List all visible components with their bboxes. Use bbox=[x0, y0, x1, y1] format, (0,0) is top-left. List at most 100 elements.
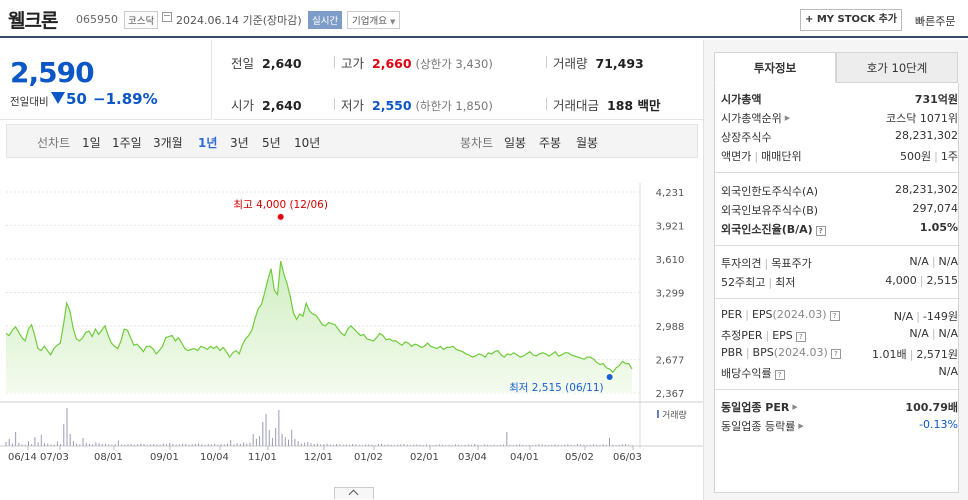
y-tick-label: 2,367 bbox=[656, 389, 685, 400]
chevron-down-icon: ▼ bbox=[390, 18, 396, 26]
row-market-cap: 시가총액 731억원 bbox=[721, 91, 958, 109]
help-icon[interactable]: ? bbox=[795, 332, 806, 342]
dividend-value: N/A bbox=[938, 365, 958, 378]
52week-low-label-text: 최저 bbox=[775, 276, 796, 289]
tab-order-book[interactable]: 호가 10단계 bbox=[836, 52, 958, 83]
help-icon[interactable]: ? bbox=[829, 311, 840, 321]
stat-prev-label: 전일 bbox=[231, 56, 255, 71]
stat-low-label: 저가 bbox=[341, 98, 365, 113]
y-tick-label: 2,677 bbox=[656, 356, 685, 367]
corp-overview-label: 기업개요 bbox=[352, 16, 387, 27]
eps-period-text: (2024.03) bbox=[772, 308, 827, 321]
52week-value: 4,000 | 2,515 bbox=[885, 274, 958, 287]
divider bbox=[334, 56, 335, 68]
industry-per-label-text: 동일업종 PER bbox=[721, 401, 790, 414]
stat-open: 시가 2,640 bbox=[231, 95, 302, 114]
trade-unit-label-text: 매매단위 bbox=[761, 150, 802, 163]
est-per-eps-value: N/A | N/A bbox=[909, 327, 958, 340]
stat-prev: 전일 2,640 bbox=[231, 53, 302, 72]
volume-legend-swatch bbox=[657, 410, 659, 418]
tab-5year[interactable]: 5년 bbox=[262, 136, 281, 150]
divider bbox=[715, 298, 960, 299]
help-icon[interactable]: ? bbox=[830, 349, 841, 359]
add-mystock-button[interactable]: + MY STOCK 추가 bbox=[800, 9, 902, 31]
tab-3year[interactable]: 3년 bbox=[230, 136, 249, 150]
tab-invest-info[interactable]: 투자정보 bbox=[714, 52, 836, 83]
compare-label: 전일대비 bbox=[10, 96, 49, 108]
tab-1day[interactable]: 1일 bbox=[82, 136, 101, 150]
pbr-bps-value: 1.01배 | 2,571원 bbox=[872, 348, 958, 361]
industry-per-label: 동일업종 PER ▶ bbox=[721, 399, 798, 415]
row-industry-per: 동일업종 PER ▶ 100.79배 bbox=[721, 399, 958, 417]
invest-tabs: 투자정보 호가 10단계 bbox=[714, 52, 959, 83]
tab-1week[interactable]: 1주일 bbox=[112, 136, 142, 150]
y-tick-label: 4,231 bbox=[656, 188, 685, 199]
stat-high: 고가 2,660 (상한가 3,430) bbox=[341, 53, 493, 72]
x-tick-label: 02/01 bbox=[410, 452, 439, 463]
stock-header: 웰크론 065950 코스닥 2024.06.14 기준(장마감) 실시간 기업… bbox=[0, 0, 968, 38]
stat-high-label: 고가 bbox=[341, 56, 365, 71]
stat-volume-label: 거래량 bbox=[553, 56, 588, 71]
market-cap-value: 731억원 bbox=[914, 93, 958, 106]
est-eps-label-text: EPS bbox=[772, 329, 793, 342]
quick-order-link[interactable]: 빠른주문 bbox=[915, 15, 956, 28]
foreign-hold-value: 297,074 bbox=[912, 202, 959, 215]
stat-amount: 거래대금 188 백만 bbox=[553, 95, 660, 114]
tab-1year[interactable]: 1년 bbox=[198, 136, 218, 150]
collapse-chart-button[interactable] bbox=[334, 487, 374, 499]
est-eps-text: N/A bbox=[938, 327, 958, 340]
calendar-icon bbox=[162, 12, 172, 22]
stat-low-value: 2,550 bbox=[372, 98, 412, 113]
foreign-rate-label: 외국인소진율(B/A)? bbox=[721, 221, 826, 237]
per-text: N/A bbox=[893, 310, 914, 323]
price-stats: 전일 2,640 고가 2,660 (상한가 3,430) 거래량 71,493 시가… bbox=[213, 40, 703, 120]
realtime-button[interactable]: 실시간 bbox=[308, 11, 343, 29]
tab-3month[interactable]: 3개월 bbox=[153, 136, 183, 150]
52week-low-text: 2,515 bbox=[926, 274, 959, 287]
stat-prev-value: 2,640 bbox=[262, 56, 302, 71]
invest-info-panel: 투자정보 호가 10단계 시가총액 731억원 시가총액순위 ▶ 코스닥 1071… bbox=[703, 40, 968, 500]
target-label-text: 목표주가 bbox=[771, 257, 812, 270]
price-chart[interactable]: 4,231 3,921 3,610 3,299 2,988 2,677 2,367 최고 4,… bbox=[0, 178, 703, 468]
per-label-text: PER bbox=[721, 308, 743, 321]
price-line bbox=[5, 260, 633, 374]
x-tick-label: 10/04 bbox=[200, 452, 229, 463]
row-face-value: 액면가 | 매매단위 500원 | 1주 bbox=[721, 148, 958, 166]
stat-amount-value: 188 백만 bbox=[607, 98, 661, 113]
tab-daily-candle[interactable]: 일봉 bbox=[504, 136, 527, 150]
opinion-text: N/A bbox=[909, 255, 929, 268]
eps-text: -149원 bbox=[922, 310, 958, 323]
target-text: N/A bbox=[938, 255, 958, 268]
tab-monthly-candle[interactable]: 월봉 bbox=[576, 136, 599, 150]
caret-right-icon: ▶ bbox=[798, 422, 804, 430]
divider bbox=[546, 98, 547, 110]
low-label: 최저 2,515 (06/11) bbox=[509, 382, 604, 394]
x-tick-label: 04/01 bbox=[510, 452, 539, 463]
dividend-label-text: 배당수익률 bbox=[721, 367, 772, 380]
stock-name: 웰크론 bbox=[8, 10, 58, 32]
dividend-label: 배당수익률? bbox=[721, 365, 785, 381]
divider bbox=[715, 389, 960, 390]
tab-weekly-candle[interactable]: 주봉 bbox=[539, 136, 562, 150]
opinion-label-text: 투자의견 bbox=[721, 257, 762, 270]
corp-overview-dropdown[interactable]: 기업개요 ▼ bbox=[347, 11, 401, 29]
market-cap-rank-value[interactable]: 코스닥 1071위 bbox=[886, 112, 958, 125]
low-marker bbox=[606, 374, 613, 381]
tab-10year[interactable]: 10년 bbox=[294, 136, 321, 150]
pbr-label-text: PBR bbox=[721, 346, 743, 359]
bps-period-text: (2024.03) bbox=[773, 346, 828, 359]
row-pbr-bps: PBR | BPS(2024.03)? 1.01배 | 2,571원 bbox=[721, 346, 958, 364]
current-price: 2,590 bbox=[10, 56, 95, 89]
line-chart-label: 선차트 bbox=[37, 136, 71, 150]
market-badge: 코스닥 bbox=[124, 11, 159, 29]
price-area bbox=[6, 261, 632, 393]
eps-label-text: EPS bbox=[751, 308, 773, 321]
52week-high-text: 4,000 bbox=[885, 274, 917, 287]
x-tick-label: 01/02 bbox=[354, 452, 383, 463]
y-tick-label: 3,299 bbox=[656, 289, 685, 300]
help-icon[interactable]: ? bbox=[815, 226, 826, 236]
industry-per-value: 100.79배 bbox=[905, 401, 958, 414]
trade-unit-text: 1주 bbox=[940, 150, 958, 163]
per-eps-label: PER | EPS(2024.03)? bbox=[721, 308, 840, 321]
help-icon[interactable]: ? bbox=[774, 370, 785, 380]
